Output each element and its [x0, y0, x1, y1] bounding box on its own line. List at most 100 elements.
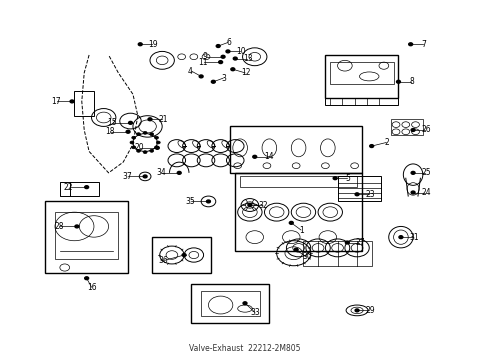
Text: 24: 24 [421, 188, 431, 197]
Circle shape [289, 221, 293, 224]
Circle shape [396, 80, 400, 83]
Circle shape [130, 141, 134, 144]
Text: 4: 4 [188, 67, 193, 76]
Text: 18: 18 [105, 127, 115, 136]
Circle shape [143, 131, 147, 134]
Circle shape [411, 129, 415, 131]
Text: 11: 11 [198, 58, 207, 67]
Text: 8: 8 [409, 77, 414, 86]
Circle shape [231, 68, 235, 71]
Circle shape [243, 302, 247, 305]
Bar [192, 284, 270, 323]
Text: 3: 3 [221, 74, 226, 83]
Circle shape [409, 43, 413, 46]
Text: 34: 34 [156, 168, 166, 177]
Circle shape [399, 236, 403, 239]
Text: 13: 13 [244, 54, 253, 63]
Text: 19: 19 [148, 40, 158, 49]
Bar [235, 173, 362, 251]
Circle shape [70, 100, 74, 103]
Bar [55, 212, 118, 258]
Text: 33: 33 [251, 308, 261, 317]
Circle shape [221, 55, 225, 58]
Circle shape [148, 118, 152, 121]
Text: 17: 17 [51, 97, 61, 106]
Circle shape [143, 175, 147, 178]
Circle shape [411, 171, 415, 174]
Circle shape [128, 121, 132, 124]
Text: 1: 1 [299, 225, 304, 234]
Circle shape [85, 277, 89, 280]
Circle shape [211, 80, 215, 83]
Circle shape [199, 75, 203, 78]
Circle shape [345, 241, 349, 244]
Circle shape [182, 253, 186, 256]
Text: 29: 29 [366, 306, 375, 315]
Circle shape [219, 61, 222, 64]
Circle shape [150, 149, 154, 152]
Circle shape [132, 136, 136, 139]
Text: 12: 12 [241, 68, 251, 77]
Circle shape [216, 45, 220, 48]
Text: 23: 23 [366, 190, 375, 199]
Bar [74, 91, 94, 116]
Bar [325, 55, 398, 98]
Text: 15: 15 [108, 118, 117, 127]
Circle shape [137, 149, 141, 152]
Circle shape [75, 225, 79, 228]
Circle shape [150, 133, 154, 136]
Circle shape [233, 57, 237, 60]
Bar [330, 62, 393, 84]
Circle shape [143, 151, 147, 154]
Bar [201, 291, 260, 316]
Text: 14: 14 [265, 152, 274, 161]
Text: 5: 5 [346, 174, 351, 183]
Bar [325, 98, 398, 105]
Circle shape [154, 146, 158, 149]
Text: 7: 7 [421, 40, 426, 49]
Circle shape [226, 50, 230, 53]
Bar [152, 237, 211, 273]
Text: 16: 16 [88, 283, 98, 292]
Bar [70, 182, 99, 196]
Bar [303, 241, 372, 266]
Text: 21: 21 [158, 115, 168, 124]
Circle shape [253, 156, 257, 158]
Text: 6: 6 [226, 38, 231, 47]
Bar [338, 176, 381, 202]
Circle shape [138, 43, 142, 46]
Circle shape [126, 130, 130, 133]
Text: 25: 25 [421, 168, 431, 177]
Bar [45, 202, 128, 273]
Circle shape [132, 146, 136, 149]
Text: 30: 30 [302, 252, 312, 261]
Circle shape [156, 141, 160, 144]
Text: 20: 20 [134, 143, 144, 152]
Circle shape [177, 171, 181, 174]
Circle shape [85, 186, 89, 189]
Circle shape [355, 193, 359, 196]
Text: 9: 9 [202, 52, 207, 61]
Text: 26: 26 [421, 126, 431, 135]
Circle shape [206, 200, 210, 203]
Text: 27: 27 [356, 238, 365, 247]
Text: 2: 2 [385, 138, 390, 147]
Circle shape [248, 203, 252, 206]
Circle shape [370, 145, 374, 148]
Bar [240, 176, 357, 187]
Circle shape [294, 248, 298, 251]
Circle shape [333, 177, 337, 180]
Circle shape [137, 133, 141, 136]
Text: 22: 22 [64, 183, 74, 192]
Text: 10: 10 [236, 47, 246, 56]
Circle shape [155, 147, 159, 149]
Text: 35: 35 [186, 197, 196, 206]
Circle shape [355, 309, 359, 312]
Text: 37: 37 [122, 172, 132, 181]
Circle shape [154, 136, 158, 139]
Text: 31: 31 [409, 233, 419, 242]
Text: 36: 36 [159, 256, 169, 265]
Text: 28: 28 [54, 222, 64, 231]
Bar [391, 119, 423, 135]
Bar [230, 126, 362, 173]
